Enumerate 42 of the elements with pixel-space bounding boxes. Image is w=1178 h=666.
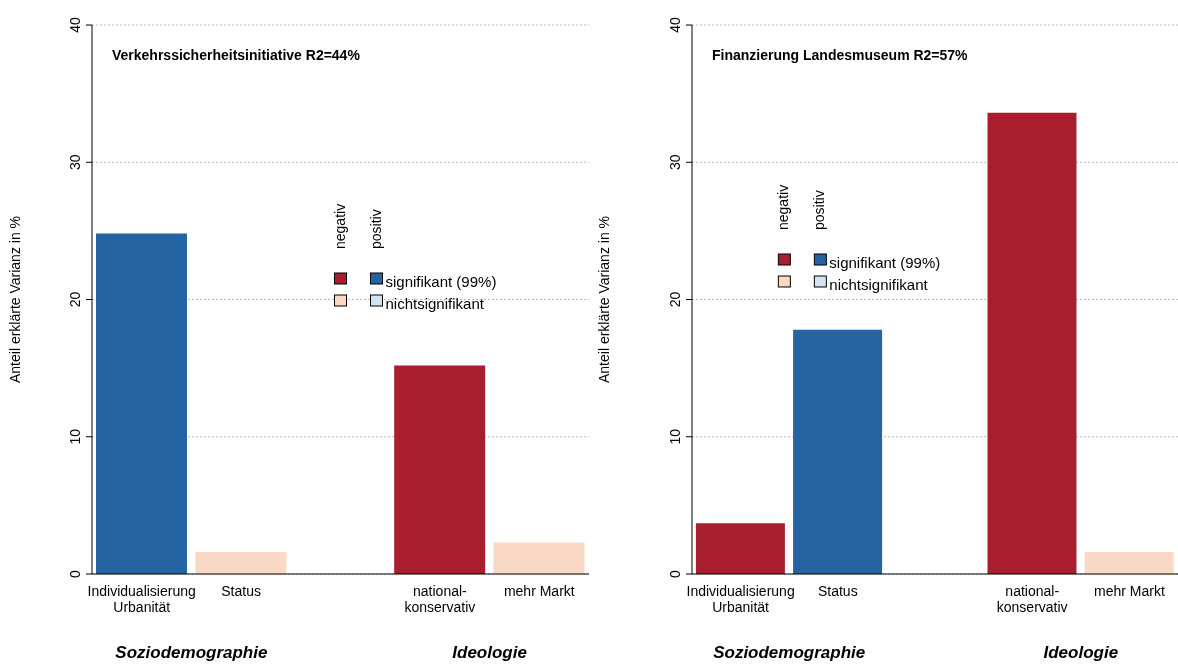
text: Ideologie (1043, 643, 1119, 662)
bar (394, 365, 486, 574)
bar (95, 233, 187, 574)
bar (195, 552, 287, 574)
y-tick-label: 10 (67, 428, 83, 445)
y-tick-label: 30 (67, 154, 83, 171)
y-axis-title: Anteil erklärte Varianz in % (596, 215, 612, 384)
y-tick-label: 10 (667, 428, 683, 445)
bar (1084, 552, 1174, 574)
text: Soziodemographie (713, 643, 866, 662)
text: Soziodemographie (115, 643, 268, 662)
annotation: negativ (775, 184, 792, 230)
text: Ideologie (452, 643, 527, 662)
annotation: positiv (811, 190, 828, 230)
y-tick-label: 40 (667, 17, 683, 33)
text: Verkehrssicherheitsinitiative R2=44% (112, 47, 361, 63)
x-tick-label: Individualisierung Urbanität (87, 583, 196, 615)
text: Finanzierung Landesmuseum R2=57% (712, 47, 969, 63)
x-tick-label: national- konservativ (996, 583, 1068, 615)
x-tick-label: national- konservativ (404, 583, 476, 615)
annotation: signifikant (99%) (385, 273, 497, 290)
y-tick-label: 20 (667, 291, 683, 308)
annotation: negativ (331, 203, 348, 249)
bar (695, 523, 785, 574)
bar (987, 112, 1077, 574)
x-tick-label: Status (817, 583, 858, 599)
y-axis-title: Anteil erklärte Varianz in % (7, 215, 23, 384)
y-tick-label: 30 (667, 154, 683, 171)
annotation: signifikant (99%) (829, 254, 941, 271)
bar (493, 542, 585, 574)
y-tick-label: 40 (67, 17, 83, 33)
x-tick-label: Individualisierung Urbanität (686, 583, 795, 615)
x-tick-label: Status (221, 583, 261, 599)
x-tick-label: mehr Markt (503, 583, 575, 599)
x-tick-label: mehr Markt (1094, 583, 1165, 599)
annotation: positiv (367, 209, 384, 249)
y-tick-label: 20 (67, 291, 83, 308)
y-tick-label: 0 (67, 569, 83, 578)
y-tick-label: 0 (667, 569, 683, 578)
annotation: nichtsignifikant (829, 276, 929, 293)
bar (793, 329, 883, 574)
annotation: nichtsignifikant (385, 295, 485, 312)
